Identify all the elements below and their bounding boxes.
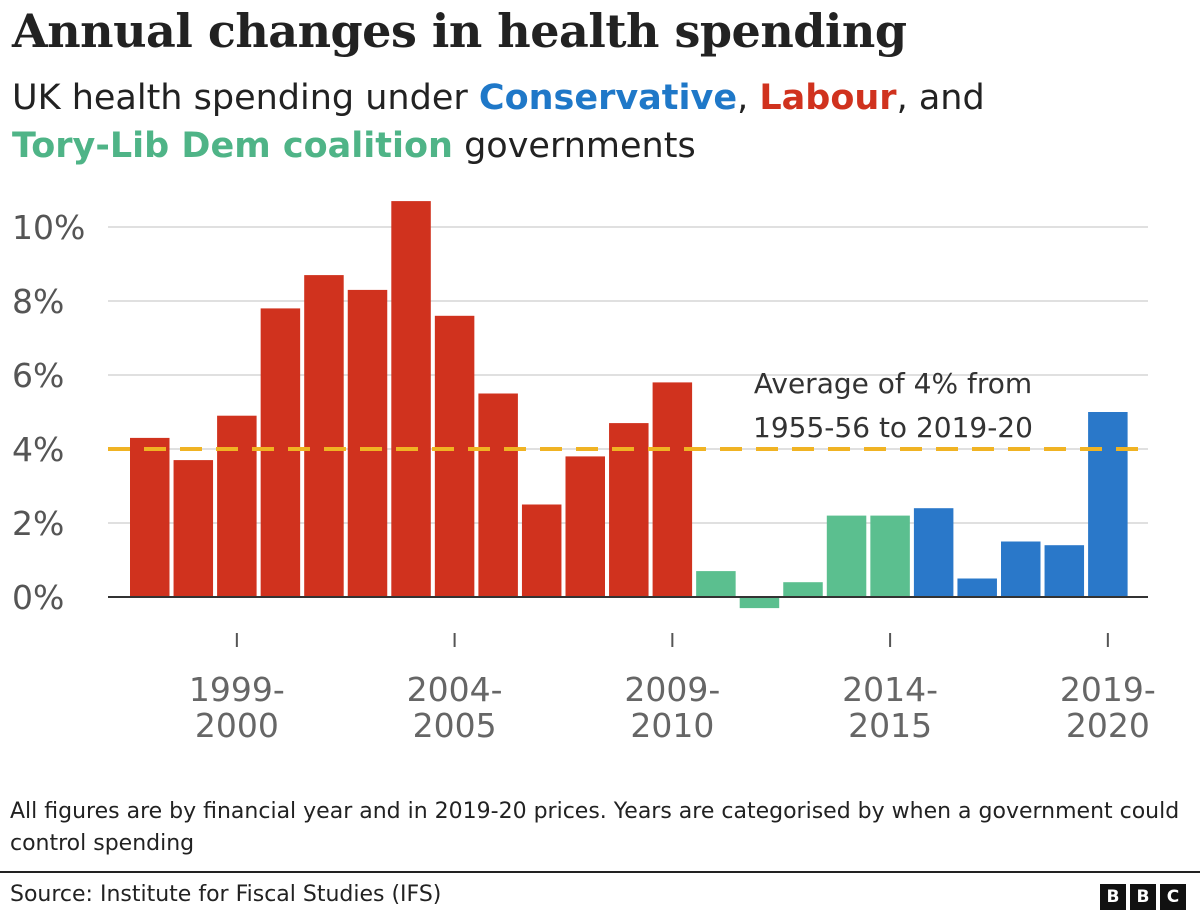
x-tick-label: 2019- bbox=[1060, 670, 1156, 709]
bar bbox=[870, 515, 910, 597]
bar bbox=[826, 515, 867, 597]
bar bbox=[434, 315, 475, 597]
bar bbox=[391, 201, 431, 597]
bar bbox=[347, 289, 388, 597]
bar bbox=[957, 578, 997, 597]
bbc-logo-letter: C bbox=[1160, 884, 1186, 910]
y-tick-label: 6% bbox=[12, 356, 64, 395]
y-tick-label: 10% bbox=[12, 208, 85, 247]
x-tick-label: 2004- bbox=[407, 670, 503, 709]
x-tick-label: 1999- bbox=[189, 670, 285, 709]
subtitle-and: , and bbox=[896, 78, 985, 118]
average-annotation: 1955-56 to 2019-20 bbox=[753, 411, 1033, 444]
bar bbox=[521, 504, 562, 597]
bar bbox=[1044, 545, 1085, 597]
bar bbox=[478, 393, 518, 597]
chart-subtitle: UK health spending under Conservative, L… bbox=[12, 74, 1182, 170]
x-tick-label: 2014- bbox=[842, 670, 938, 709]
bar bbox=[304, 275, 344, 597]
x-tick-label: 2015 bbox=[848, 706, 932, 745]
bar bbox=[783, 582, 823, 597]
x-tick-label: 2009- bbox=[624, 670, 720, 709]
bbc-logo-letter: B bbox=[1130, 884, 1156, 910]
subtitle-prefix: UK health spending under bbox=[12, 78, 479, 118]
bar bbox=[913, 508, 954, 597]
y-tick-label: 2% bbox=[12, 504, 64, 543]
bar bbox=[173, 460, 214, 597]
bbc-logo: B B C bbox=[1100, 884, 1186, 910]
bar bbox=[696, 571, 736, 597]
y-tick-label: 4% bbox=[12, 430, 64, 469]
subtitle-suffix: governments bbox=[452, 126, 696, 166]
x-tick-label: 2005 bbox=[413, 706, 497, 745]
bbc-logo-letter: B bbox=[1100, 884, 1126, 910]
source-text: Source: Institute for Fiscal Studies (IF… bbox=[10, 882, 442, 907]
x-tick-label: 2020 bbox=[1066, 706, 1150, 745]
y-tick-label: 0% bbox=[12, 578, 64, 617]
x-tick-label: 2000 bbox=[195, 706, 279, 745]
subtitle-comma: , bbox=[737, 78, 760, 118]
footer-divider bbox=[0, 871, 1200, 873]
bar bbox=[260, 308, 301, 597]
bar bbox=[739, 597, 780, 609]
y-tick-label: 8% bbox=[12, 282, 64, 321]
legend-conservative: Conservative bbox=[478, 78, 738, 118]
bar-chart: 0% 2% 4% 6% 8% 10% 1999-2000 2004-2005 2009-2010… bbox=[12, 201, 1156, 745]
bar bbox=[1001, 541, 1041, 597]
legend-coalition: Tory-Lib Dem coalition bbox=[12, 126, 453, 166]
bar bbox=[609, 423, 649, 597]
average-annotation: Average of 4% from bbox=[754, 367, 1032, 400]
bar bbox=[1088, 412, 1128, 597]
bar bbox=[565, 456, 605, 597]
bar bbox=[217, 415, 257, 597]
bar bbox=[130, 437, 170, 597]
x-tick-label: 2010 bbox=[630, 706, 714, 745]
footnote: All figures are by financial year and in… bbox=[10, 799, 1180, 856]
legend-labour: Labour bbox=[759, 78, 897, 118]
bar bbox=[652, 382, 693, 597]
chart-title: Annual changes in health spending bbox=[12, 4, 907, 58]
